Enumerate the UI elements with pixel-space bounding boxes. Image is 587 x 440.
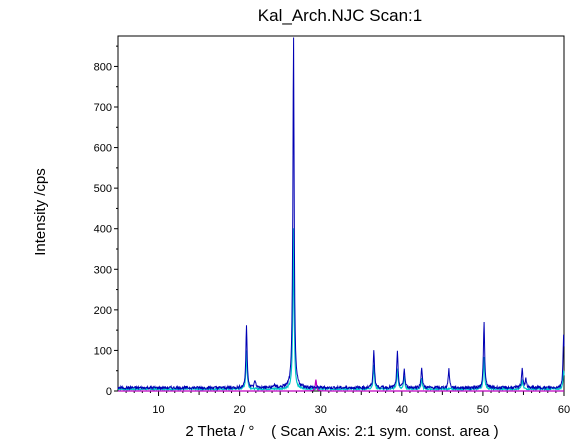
x-tick-label: 50 <box>477 404 489 416</box>
series-line-3 <box>118 379 564 392</box>
plot-frame <box>117 35 565 392</box>
x-tick-label: 60 <box>558 404 570 416</box>
x-axis-label: 2 Theta / ° ( Scan Axis: 2:1 sym. const.… <box>185 423 498 440</box>
x-tick-label: 20 <box>234 404 246 416</box>
y-tick-label: 600 <box>94 143 112 155</box>
y-tick-label: 100 <box>94 345 112 357</box>
chart-title: Kal_Arch.NJC Scan:1 <box>258 6 422 25</box>
x-tick-label: 10 <box>152 404 164 416</box>
x-tick-label: 40 <box>396 404 408 416</box>
y-tick-label: 200 <box>94 305 112 317</box>
y-tick-label: 800 <box>94 61 112 73</box>
y-tick-label: 700 <box>94 102 112 114</box>
plot-area: 0 100 200 300 400 500 600 700 800 10 20 30 40 50 60 <box>94 35 570 416</box>
y-axis-label: Intensity /cps <box>32 168 49 256</box>
x-tick-label: 30 <box>315 404 327 416</box>
y-tick-label: 0 <box>106 386 112 398</box>
y-tick-label: 300 <box>94 264 112 276</box>
y-tick-label: 500 <box>94 183 112 195</box>
y-tick-label: 400 <box>94 224 112 236</box>
series-line-1 <box>117 37 565 392</box>
series-line-2 <box>117 228 565 392</box>
